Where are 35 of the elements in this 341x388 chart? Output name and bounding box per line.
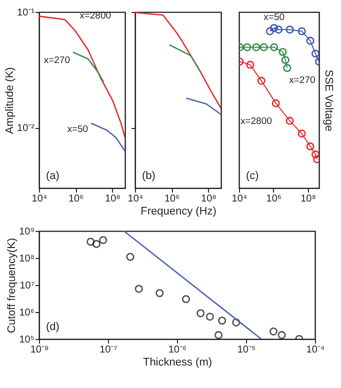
y-axis-title: SSE Voltage xyxy=(322,70,334,132)
x-tick-label: 10⁶ xyxy=(266,194,282,204)
x-tick-label: 10⁸ xyxy=(300,194,316,204)
x-tick-label: 10⁻⁵ xyxy=(237,344,256,356)
x-axis-title: Frequency (Hz) xyxy=(140,206,216,218)
series-label: x=50 xyxy=(67,124,88,136)
x-tick-label: 10⁻⁷ xyxy=(100,344,118,356)
y-tick-label: 10⁸ xyxy=(19,254,34,264)
x-tick-label: 10⁶ xyxy=(164,194,180,204)
y-tick-label: 10⁷ xyxy=(20,280,35,292)
x-tick-label: 10⁸ xyxy=(105,194,120,204)
y-tick-label: 10⁶ xyxy=(19,308,34,318)
y-tick-label: 10⁹ xyxy=(19,226,34,238)
x-axis-title: Thickness (m) xyxy=(142,356,212,368)
x-tick-label: 10⁸ xyxy=(201,194,216,204)
x-tick-label: 10⁻⁴ xyxy=(306,344,325,356)
annotation: (d) xyxy=(46,321,60,333)
series-label: x=50 xyxy=(264,12,285,23)
x-tick-label: 10⁴ xyxy=(128,194,144,204)
series-label: x=270 xyxy=(44,55,70,66)
y-axis-title: Cutoff frequency(K) xyxy=(6,238,18,334)
y-tick-label: 10⁵ xyxy=(19,334,34,346)
series-label: x=2800 xyxy=(240,116,272,128)
y-tick-label: 10⁻² xyxy=(17,123,36,134)
series-label: x=270 xyxy=(289,75,316,86)
annotation: (c) xyxy=(246,170,259,182)
x-tick-label: 10⁴ xyxy=(232,194,248,204)
y-axis-title: Amplitude (K) xyxy=(4,67,16,134)
x-tick-label: 10⁴ xyxy=(32,194,48,204)
x-tick-label: 10⁻⁸ xyxy=(30,344,49,356)
x-tick-label: 10⁶ xyxy=(68,194,84,204)
annotation: (b) xyxy=(142,170,156,182)
y-tick-label: 10⁻¹ xyxy=(17,8,36,18)
x-tick-label: 10⁻⁶ xyxy=(168,344,187,356)
annotation: (a) xyxy=(46,170,60,182)
